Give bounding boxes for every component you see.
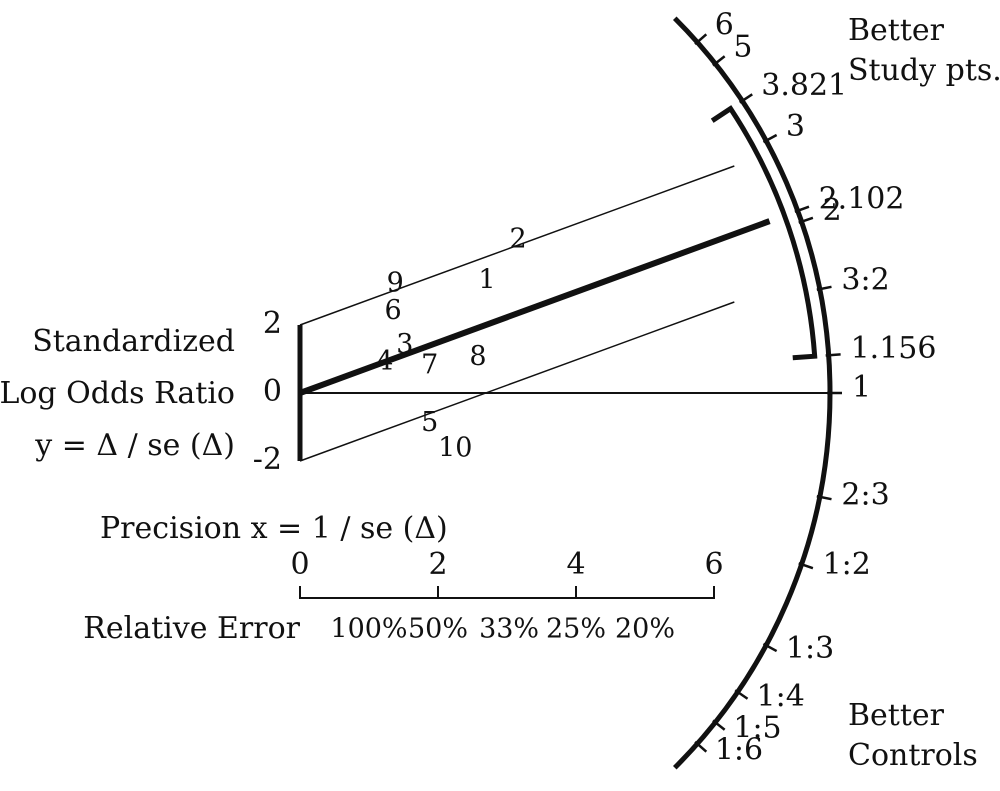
note: Controls [848,738,978,773]
arc-tick-label: 1:5 [733,711,781,746]
arc-tick [816,495,832,501]
arc-tick [762,642,778,653]
note: Study pts. [848,53,1000,88]
arc-tick-label: 2:3 [841,477,889,512]
arc-tick-label: 3:2 [841,263,889,298]
relative-error-label: 100% [330,614,407,645]
arc-tick [825,353,841,357]
arc-tick-label: 1:4 [757,679,805,714]
y-label: Log Odds Ratio [0,376,235,411]
arc-tick [762,133,778,144]
arc-tick-label: 1.156 [851,331,937,366]
arc-tick-label: 6 [715,7,734,42]
arc-tick [694,740,708,753]
y-tick-label: -2 [253,442,282,477]
study-point: 7 [421,349,438,380]
study-point: 6 [385,295,402,326]
study-point: 8 [469,341,486,372]
relative-error-label: 50% [408,614,468,645]
arc-tick-label: 1:6 [715,733,763,768]
arc-tick [712,719,726,731]
arc-tick-label: 2.102 [819,182,905,217]
arc-tick-label: 5 [733,29,752,64]
arc-tick-label: 2 [823,193,842,228]
note: Better [848,13,945,48]
arc-tick [798,562,814,570]
arc-tick [734,689,749,700]
x-axis [299,586,715,599]
x-tick-label: 4 [566,547,585,582]
relative-error-label: 33% [479,614,539,645]
study-point: 1 [478,264,495,295]
y-label: Standardized [32,324,235,359]
x-tick-label: 6 [704,547,723,582]
arc-tick [694,33,708,46]
arc-tick [739,93,753,104]
band-line [299,165,735,326]
note: Better [848,698,945,733]
y-label: y = Δ / se (Δ) [34,428,235,463]
x-tick-label: 0 [290,547,309,582]
arc-tick [712,55,726,67]
y-tick-label: 2 [263,306,282,341]
x-tick-label: 2 [428,547,447,582]
ci-bracket [710,105,818,361]
arc-tick-label: 3 [786,109,805,144]
secondary-x-label: Relative Error [83,611,300,646]
relative-error-label: 25% [546,614,606,645]
arc-tick-label: 1:3 [786,631,834,666]
study-point: 5 [421,407,438,438]
study-point: 4 [376,346,393,377]
arc-tick [798,216,814,224]
arc-tick [816,285,832,291]
relative-error-label: 20% [615,614,675,645]
study-point: 9 [387,268,404,299]
arc-tick-label: 1 [852,370,871,405]
x-label: Precision x = 1 / se (Δ) [100,511,448,546]
study-point: 3 [396,329,413,360]
pooled-line [298,218,771,396]
arc-tick-label: 1:2 [823,547,871,582]
arc-tick-label: 3.821 [761,68,847,103]
study-point: 2 [509,224,526,255]
y-tick-label: 0 [263,374,282,409]
study-point: 10 [438,433,472,464]
band-line [299,301,735,462]
arc-tick [794,205,810,214]
